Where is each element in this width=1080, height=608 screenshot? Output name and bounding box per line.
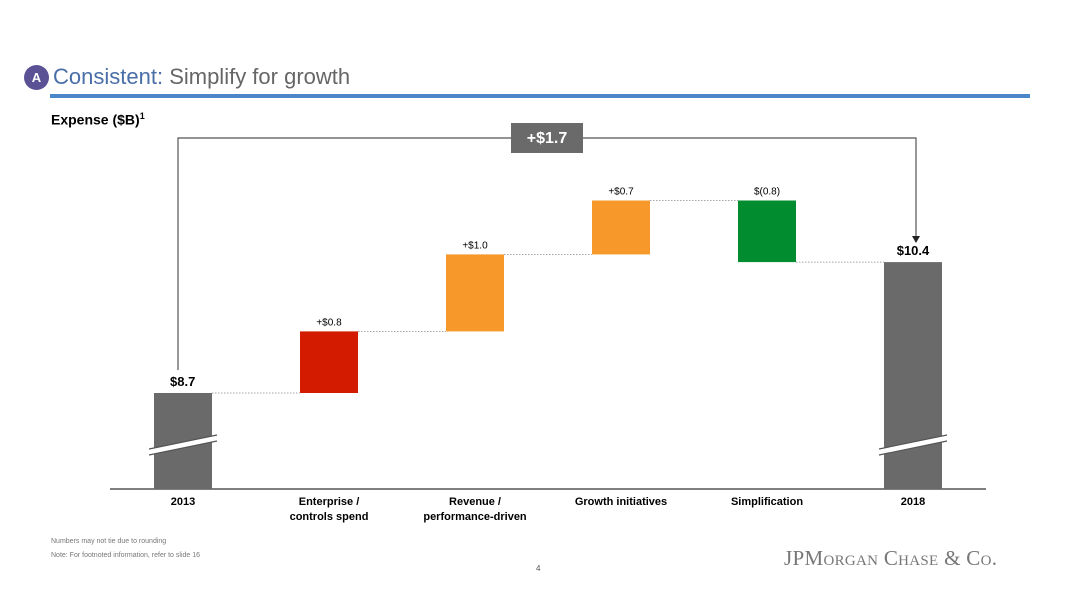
slide-title-text: Simplify for growth: [169, 64, 351, 89]
waterfall-bar: [884, 262, 942, 489]
waterfall-bar: [446, 254, 504, 332]
axis-break-line: [878, 434, 948, 450]
axis-break-line: [148, 434, 218, 450]
axis-break-gap: [149, 435, 217, 455]
slide-title-rest: Simplify for growth: [163, 64, 350, 90]
waterfall-bar: [738, 200, 796, 263]
category-label: Simplification: [731, 496, 803, 508]
axis-break-gap: [879, 435, 947, 455]
slide-title-lead: Consistent:: [53, 64, 164, 89]
waterfall-bar: [300, 331, 358, 393]
category-label: Enterprise /: [299, 496, 360, 508]
category-label: Growth initiatives: [575, 496, 667, 508]
data-label: +$1.0: [462, 240, 488, 251]
axis-break-line: [148, 440, 218, 456]
data-label: +$0.8: [316, 317, 342, 328]
bracket-label-box: [511, 123, 583, 153]
title-rule: [50, 94, 1030, 98]
page-number: 4: [536, 564, 541, 573]
data-label: $8.7: [170, 374, 195, 389]
category-label: controls spend: [290, 511, 369, 523]
footnote-rounding: Numbers may not tie due to rounding: [51, 538, 167, 545]
bracket-arrowhead: [912, 236, 920, 243]
footnote-note: Note: For footnoted information, refer t…: [51, 552, 201, 559]
axis-break-line: [878, 440, 948, 456]
category-label: performance-driven: [423, 511, 527, 523]
data-label: +$0.7: [608, 187, 634, 198]
waterfall-bar: [592, 200, 650, 255]
slide-header: A Consistent: Simplify for growth: [24, 62, 350, 92]
chart-subtitle-text: Expense ($B): [51, 111, 140, 128]
category-label: 2013: [171, 496, 195, 508]
section-badge: A: [24, 64, 49, 90]
data-label: $10.4: [897, 243, 930, 258]
footnote-marker: 1: [139, 111, 145, 121]
category-label: Revenue /: [449, 496, 501, 508]
category-label: 2018: [901, 496, 925, 508]
company-logo: JPMORGAN CHASE & CO.: [784, 546, 998, 570]
data-label: $(0.8): [754, 187, 780, 198]
bracket-label: +$1.7: [527, 130, 568, 147]
chart-subtitle: Expense ($B)1: [51, 111, 145, 128]
